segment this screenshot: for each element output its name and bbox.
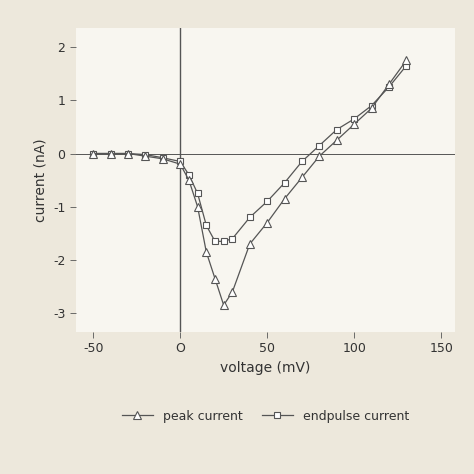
Y-axis label: current (nA): current (nA): [34, 138, 47, 222]
X-axis label: voltage (mV): voltage (mV): [220, 361, 310, 375]
Legend: peak current, endpulse current: peak current, endpulse current: [117, 405, 414, 428]
